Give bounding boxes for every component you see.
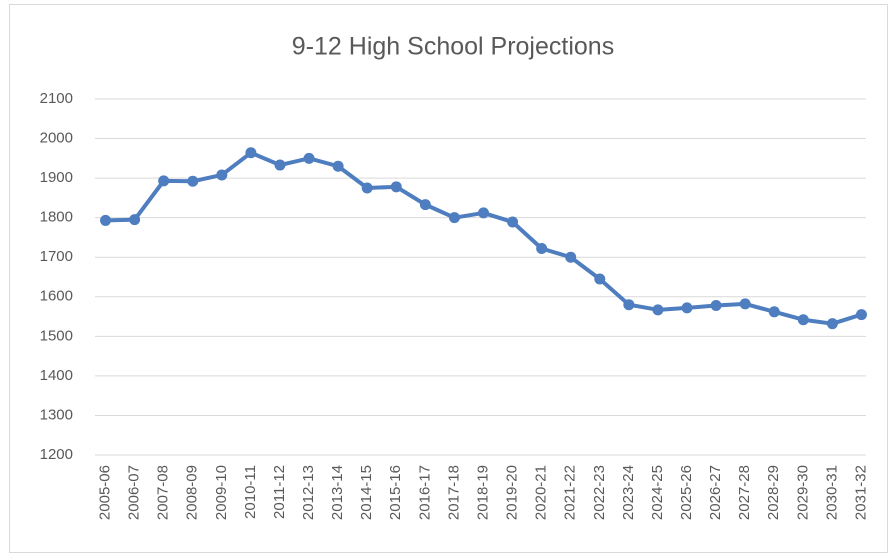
- x-tick-label: 2024-25: [649, 465, 666, 520]
- data-point: [361, 182, 373, 194]
- x-tick-label: 2016-17: [416, 465, 433, 520]
- data-point: [536, 243, 548, 255]
- x-tick-label: 2013-14: [329, 465, 346, 520]
- x-tick-label: 2027-28: [736, 465, 753, 520]
- data-point: [855, 309, 867, 321]
- x-tick-label: 2012-13: [300, 465, 317, 520]
- data-point: [245, 147, 257, 159]
- x-tick-label: 2028-29: [765, 465, 782, 520]
- data-point: [826, 318, 838, 330]
- x-tick-label: 2008-09: [184, 465, 201, 520]
- data-point: [419, 199, 431, 211]
- data-point: [768, 306, 780, 318]
- data-point: [565, 251, 577, 263]
- data-point: [274, 159, 286, 171]
- x-tick-label: 2018-19: [474, 465, 491, 520]
- x-tick-label: 2014-15: [358, 465, 375, 520]
- y-tick-label: 2000: [40, 130, 73, 147]
- data-point: [507, 216, 519, 228]
- data-point: [623, 299, 635, 311]
- chart-title: 9-12 High School Projections: [292, 33, 614, 61]
- x-tick-label: 2031-32: [852, 465, 869, 520]
- data-point: [681, 302, 693, 314]
- data-point: [390, 181, 402, 193]
- data-point: [739, 298, 751, 310]
- x-tick-label: 2017-18: [445, 465, 462, 520]
- data-point: [332, 160, 344, 172]
- y-tick-label: 1900: [40, 169, 73, 186]
- data-point: [652, 304, 664, 316]
- y-tick-label: 1300: [40, 406, 73, 423]
- x-tick-label: 2023-24: [620, 465, 637, 520]
- data-point: [797, 314, 809, 326]
- x-tick-label: 2006-07: [126, 465, 143, 520]
- x-tick-label: 2015-16: [387, 465, 404, 520]
- data-point: [216, 169, 228, 181]
- data-point: [129, 214, 141, 226]
- y-tick-label: 1600: [40, 288, 73, 305]
- data-point: [478, 207, 489, 219]
- x-tick-label: 2019-20: [504, 465, 521, 520]
- x-tick-label: 2030-31: [823, 465, 840, 520]
- x-tick-label: 2021-22: [562, 465, 579, 520]
- y-tick-label: 1200: [40, 446, 73, 463]
- x-tick-label: 2011-12: [271, 465, 288, 519]
- y-tick-label: 1500: [40, 327, 73, 344]
- data-point: [158, 175, 170, 187]
- x-tick-label: 2026-27: [707, 465, 724, 520]
- x-tick-label: 2025-26: [678, 465, 695, 520]
- chart-border: [9, 4, 888, 553]
- x-tick-label: 2007-08: [155, 465, 172, 520]
- data-point: [187, 175, 199, 187]
- x-tick-label: 2009-10: [213, 465, 230, 520]
- x-tick-label: 2020-21: [533, 465, 550, 520]
- data-point: [303, 152, 315, 164]
- x-tick-label: 2022-23: [591, 465, 608, 520]
- y-tick-label: 2100: [40, 90, 73, 107]
- y-tick-label: 1400: [40, 367, 73, 384]
- y-tick-label: 1700: [40, 248, 73, 265]
- data-point: [100, 214, 112, 226]
- y-tick-label: 1800: [40, 209, 73, 226]
- x-tick-label: 2029-30: [794, 465, 811, 520]
- data-point: [710, 299, 722, 311]
- x-tick-label: 2010-11: [242, 465, 259, 519]
- data-point: [448, 212, 460, 224]
- data-point: [594, 273, 606, 285]
- x-tick-label: 2005-06: [97, 465, 114, 520]
